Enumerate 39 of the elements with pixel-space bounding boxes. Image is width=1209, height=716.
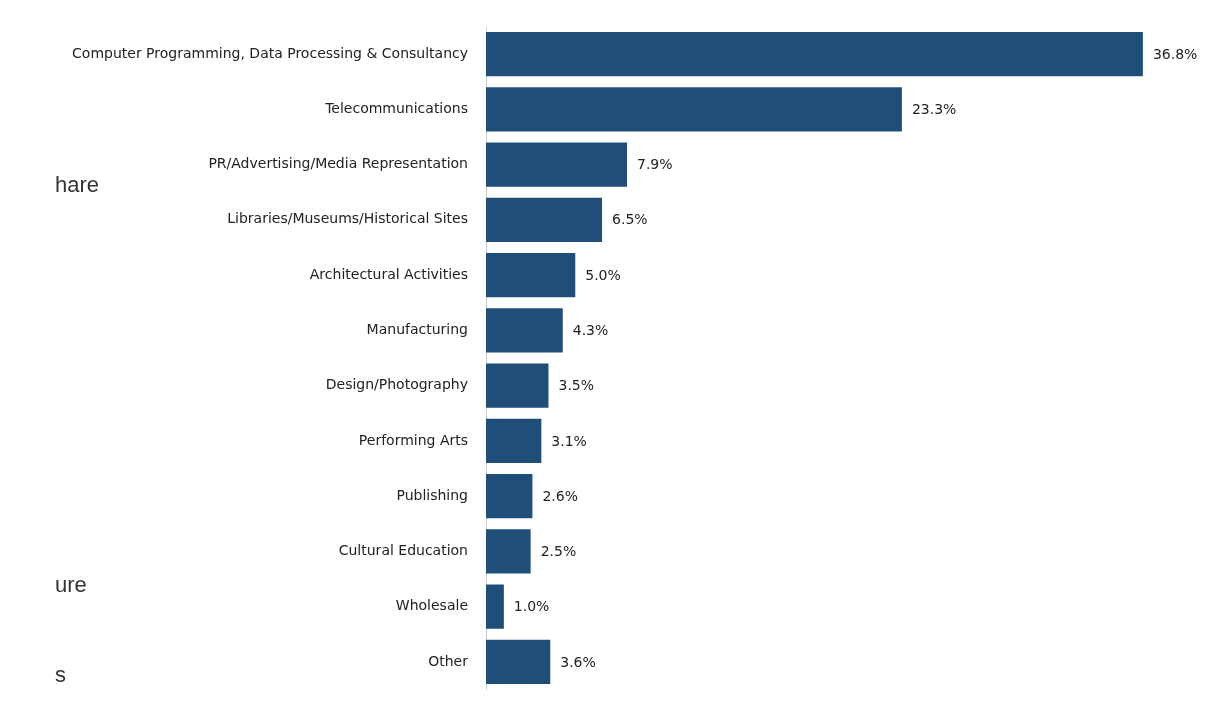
bar — [486, 529, 531, 574]
y-tick-label: Design/Photography — [325, 376, 468, 393]
y-tick-label: Performing Arts — [358, 431, 468, 448]
bar — [486, 584, 504, 629]
y-tick-label: Telecommunications — [324, 99, 468, 116]
data-label: 6.5% — [612, 211, 648, 228]
data-label: 2.5% — [540, 543, 577, 560]
data-label: 3.6% — [560, 653, 596, 670]
data-label: 3.5% — [558, 377, 595, 394]
data-label: 4.3% — [572, 322, 609, 339]
bar — [486, 363, 549, 408]
data-label: 5.0% — [585, 266, 621, 283]
bar — [486, 87, 902, 132]
y-tick-label: Manufacturing — [366, 321, 468, 338]
data-label: 23.3% — [911, 100, 957, 117]
bar — [486, 308, 563, 353]
y-tick-label: Libraries/Museums/Historical Sites — [227, 210, 468, 227]
y-tick-label: Architectural Activities — [309, 265, 468, 282]
bar — [486, 639, 551, 685]
y-tick-label: Computer Programming, Data Processing & Consultancy — [72, 44, 468, 61]
y-tick-label: Publishing — [396, 486, 468, 503]
bar — [486, 252, 576, 298]
y-tick-label: Cultural Education — [338, 542, 468, 559]
data-label: 3.1% — [551, 432, 587, 449]
y-tick-label: Other — [428, 652, 469, 669]
text: hare — [55, 172, 100, 198]
text: ure — [55, 572, 87, 598]
data-label: 7.9% — [637, 156, 673, 173]
data-label: 1.0% — [513, 598, 550, 615]
bar — [486, 418, 542, 464]
text: s — [55, 662, 66, 688]
data-label: 36.8% — [1152, 45, 1198, 62]
bar — [486, 31, 1143, 77]
bar — [486, 474, 533, 519]
y-tick-label: PR/Advertising/Media Representation — [208, 155, 468, 172]
data-label: 2.6% — [542, 487, 578, 504]
bar — [486, 142, 628, 187]
y-tick-label: Wholesale — [395, 597, 468, 614]
bar — [486, 197, 603, 242]
